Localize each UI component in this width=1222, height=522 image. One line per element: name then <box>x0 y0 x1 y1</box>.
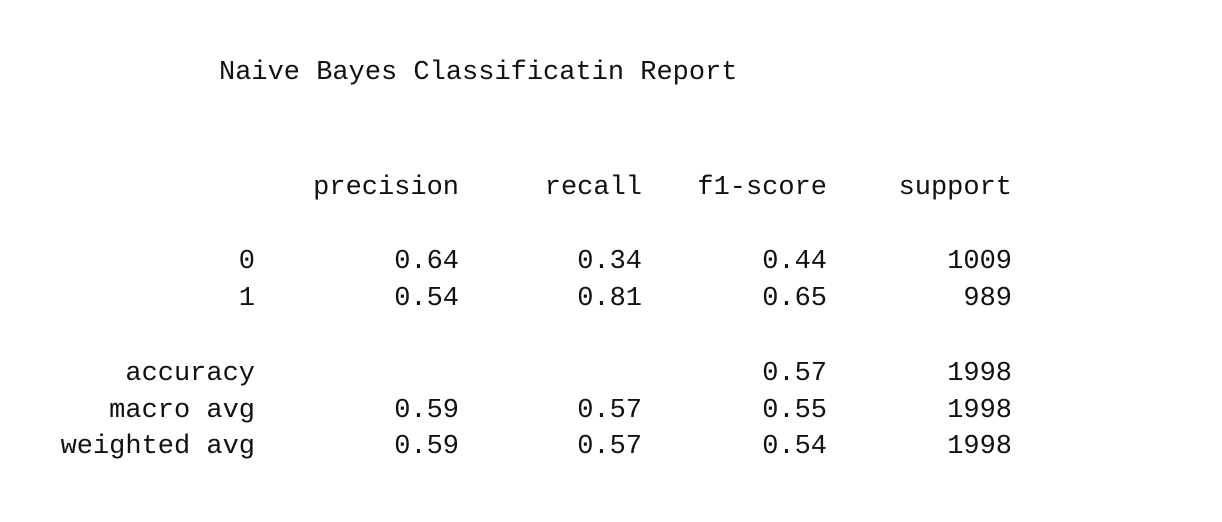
row-label: macro avg <box>109 396 255 426</box>
row-support: 1009 <box>947 247 1012 277</box>
header-recall: recall <box>544 173 642 203</box>
row-label: 1 <box>238 284 255 314</box>
row-support: 989 <box>963 284 1012 314</box>
row-support: 1998 <box>947 359 1012 389</box>
row-f1-score: 0.54 <box>762 432 827 462</box>
row-recall: 0.57 <box>577 396 642 426</box>
row-f1-score: 0.65 <box>762 284 827 314</box>
header-precision: precision <box>313 173 459 203</box>
row-f1-score: 0.57 <box>762 359 827 389</box>
row-precision: 0.59 <box>394 432 459 462</box>
header-support: support <box>898 173 1012 203</box>
row-recall: 0.81 <box>577 284 642 314</box>
row-support: 1998 <box>947 432 1012 462</box>
row-label: accuracy <box>125 359 255 389</box>
report-title: Naive Bayes Classificatin Report <box>219 58 738 88</box>
row-precision: 0.54 <box>394 284 459 314</box>
row-support: 1998 <box>947 396 1012 426</box>
row-precision: 0.59 <box>394 396 459 426</box>
header-f1-score: f1-score <box>697 173 827 203</box>
row-label: weighted avg <box>60 432 255 462</box>
row-f1-score: 0.55 <box>762 396 827 426</box>
row-recall: 0.57 <box>577 432 642 462</box>
row-f1-score: 0.44 <box>762 247 827 277</box>
row-precision: 0.64 <box>394 247 459 277</box>
row-label: 0 <box>238 247 255 277</box>
row-recall: 0.34 <box>577 247 642 277</box>
